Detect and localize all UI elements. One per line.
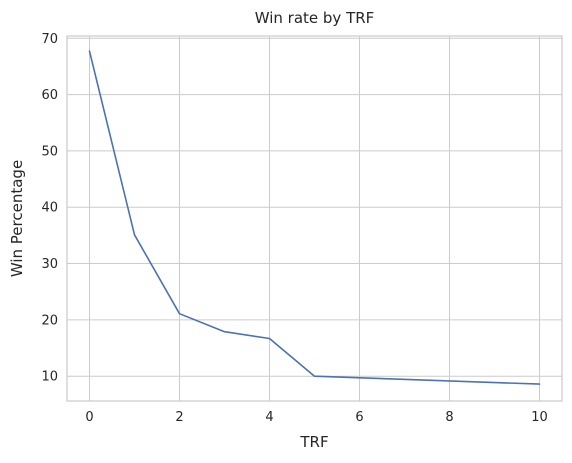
y-tick-label: 30 — [41, 257, 58, 272]
series-group — [88, 50, 541, 385]
x-tick-label: 10 — [531, 410, 548, 425]
x-tick-label: 0 — [85, 410, 93, 425]
x-tick-label: 8 — [445, 410, 453, 425]
x-tick-label: 4 — [265, 410, 273, 425]
y-tick-labels: 10 20 30 40 50 60 70 — [41, 32, 58, 385]
x-tick-labels: 0 2 4 6 8 10 — [85, 410, 547, 425]
grid — [67, 36, 562, 401]
x-axis-label: TRF — [299, 433, 328, 451]
x-tick-label: 2 — [175, 410, 183, 425]
series-line — [88, 50, 541, 385]
y-tick-label: 50 — [41, 144, 58, 159]
y-tick-label: 70 — [41, 32, 58, 47]
plot-frame — [66, 35, 563, 402]
y-tick-label: 10 — [41, 370, 58, 385]
chart-title: Win rate by TRF — [255, 9, 375, 27]
y-tick-label: 40 — [41, 201, 58, 216]
y-tick-label: 20 — [41, 313, 58, 328]
y-axis-label: Win Percentage — [8, 160, 26, 277]
y-tick-label: 60 — [41, 88, 58, 103]
x-tick-label: 6 — [355, 410, 363, 425]
